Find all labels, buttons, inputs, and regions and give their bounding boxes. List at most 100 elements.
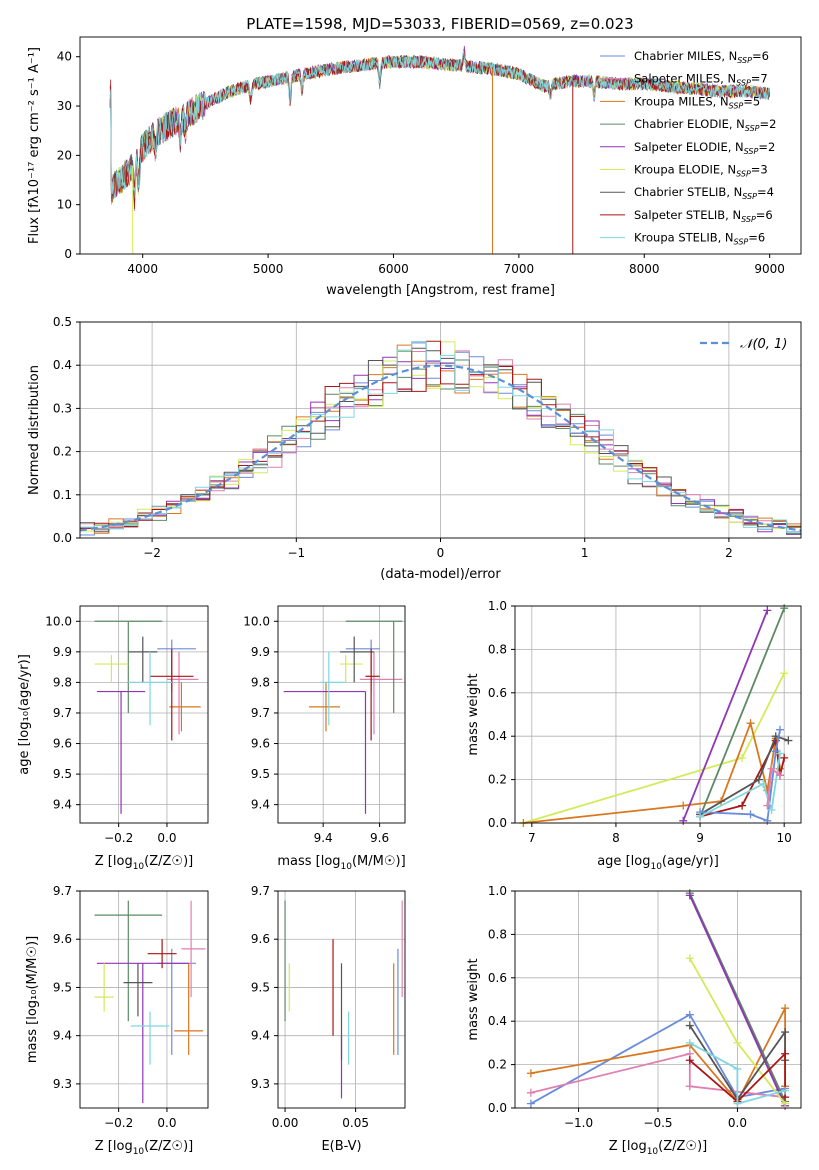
x-axis-label: mass [log10(M/M☉)] xyxy=(277,854,405,872)
histogram-steps xyxy=(80,340,801,536)
spectrum-lines xyxy=(109,45,771,254)
label-subscript: 10 xyxy=(341,862,353,872)
histogram-series xyxy=(80,341,801,533)
legend-label-count: =2 xyxy=(760,117,777,131)
y-tick-label: 9.4 xyxy=(251,1029,270,1043)
x-tick-label: −0.2 xyxy=(104,1116,133,1130)
legend-label-subscript: SSP xyxy=(742,192,757,201)
label-subscript: 10 xyxy=(133,1147,145,1157)
legend-label: Chabrier ELODIE, NSSP=2 xyxy=(634,117,776,133)
series-point xyxy=(754,775,763,784)
legend-label: Salpeter STELIB, NSSP=6 xyxy=(634,208,773,224)
y-tick-label: 0.5 xyxy=(53,315,72,329)
y-tick-label: 9.4 xyxy=(53,1029,72,1043)
x-tick-label: 0.05 xyxy=(342,1116,369,1130)
y-tick-label: 9.6 xyxy=(251,932,270,946)
x-tick-label: 9000 xyxy=(754,262,785,276)
y-tick-label: 9.3 xyxy=(53,1077,72,1091)
y-axis-label: mass [log₁₀(M/M☉)] xyxy=(25,936,40,1063)
series-point xyxy=(780,669,789,678)
spectrum-panel: 4000 5000 6000 7000 8000 9000 0 10 20 30 40 wavelen… xyxy=(27,36,802,298)
series-point xyxy=(685,1010,694,1019)
y-axis-label: mass weight xyxy=(466,958,481,1040)
series-point xyxy=(733,1038,742,1047)
y-tick-label: 1.0 xyxy=(488,599,507,613)
series-point xyxy=(738,753,747,762)
x-tick-label: −1 xyxy=(287,546,305,560)
legend-label-count: =4 xyxy=(757,185,774,199)
legend-label: 𝒩(0, 1) xyxy=(740,337,787,352)
series-point xyxy=(780,753,789,762)
axes-frame xyxy=(277,890,406,1109)
spectrum-line xyxy=(109,50,771,199)
series-point xyxy=(784,736,793,745)
legend-label-text: Chabrier STELIB, N xyxy=(634,185,742,199)
series-point xyxy=(775,725,784,734)
x-axis-label: wavelength [Angstrom, rest frame] xyxy=(326,283,555,298)
series-point xyxy=(767,764,776,773)
series-point xyxy=(746,719,755,728)
series-point xyxy=(733,1064,742,1073)
legend-label-text: Salpeter MILES, N xyxy=(634,72,736,86)
x-tick-label: −0.5 xyxy=(643,1116,672,1130)
x-tick-label: 7 xyxy=(528,831,536,845)
legend-label: Kroupa STELIB, NSSP=6 xyxy=(634,231,765,247)
label-subscript: 10 xyxy=(650,862,662,872)
y-tick-label: 10.0 xyxy=(243,614,270,628)
y-tick-label: 0.1 xyxy=(53,488,72,502)
y-tick-label: 9.9 xyxy=(251,645,270,659)
label-part: Z [log xyxy=(609,1139,647,1154)
series-point xyxy=(763,801,772,810)
series-point xyxy=(685,954,694,963)
series-point xyxy=(780,604,789,613)
label-part: (Z/Z☉)] xyxy=(658,1139,707,1154)
series-line xyxy=(682,609,769,822)
y-tick-label: 9.7 xyxy=(53,884,72,898)
label-part: Z [log xyxy=(95,1139,133,1154)
series-point xyxy=(759,779,768,788)
histogram-series xyxy=(80,340,801,530)
axes-frame xyxy=(277,605,406,824)
y-tick-label: 9.7 xyxy=(251,706,270,720)
x-tick-label: 7000 xyxy=(504,262,535,276)
y-tick-label: 9.6 xyxy=(53,932,72,946)
axes-frame xyxy=(79,36,802,255)
y-tick-label: 10.0 xyxy=(45,614,72,628)
legend-label-count: =3 xyxy=(751,163,768,177)
series-line xyxy=(699,753,781,818)
y-tick-label: 30 xyxy=(57,99,72,113)
series-point xyxy=(781,1004,790,1013)
label-part: age [log xyxy=(597,854,650,869)
series-line xyxy=(699,607,786,817)
series-point xyxy=(685,891,694,900)
legend-label-subscript: SSP xyxy=(736,79,751,88)
axes-frame xyxy=(514,605,802,824)
legend-label-text: Kroupa ELODIE, N xyxy=(634,163,736,177)
label-part: (Z/Z☉)] xyxy=(144,854,193,869)
y-tick-label: 0.0 xyxy=(53,531,72,545)
legend-label-text: Chabrier ELODIE, N xyxy=(634,117,745,131)
series-point xyxy=(685,1038,694,1047)
legend-label-subscript: SSP xyxy=(734,238,749,247)
x-tick-label: 9.6 xyxy=(370,831,389,845)
legend-label-subscript: SSP xyxy=(744,147,759,156)
y-tick-label: 0.4 xyxy=(488,729,507,743)
series-point xyxy=(746,810,755,819)
x-tick-label: 8 xyxy=(612,831,620,845)
y-tick-label: 1.0 xyxy=(488,884,507,898)
y-tick-label: 9.5 xyxy=(53,767,72,781)
x-tick-label: 9 xyxy=(696,831,704,845)
x-tick-label: 0 xyxy=(437,546,445,560)
legend-label-subscript: SSP xyxy=(729,101,744,110)
x-tick-label: 0.0 xyxy=(157,1116,176,1130)
label-part: Z [log xyxy=(95,854,133,869)
series-point xyxy=(696,812,705,821)
x-tick-label: 10 xyxy=(777,831,792,845)
series-line xyxy=(699,735,789,816)
x-axis-label: Z [log10(Z/Z☉)] xyxy=(609,1139,707,1157)
label-part: mass [log xyxy=(277,854,340,869)
label-subscript: 10 xyxy=(133,862,145,872)
